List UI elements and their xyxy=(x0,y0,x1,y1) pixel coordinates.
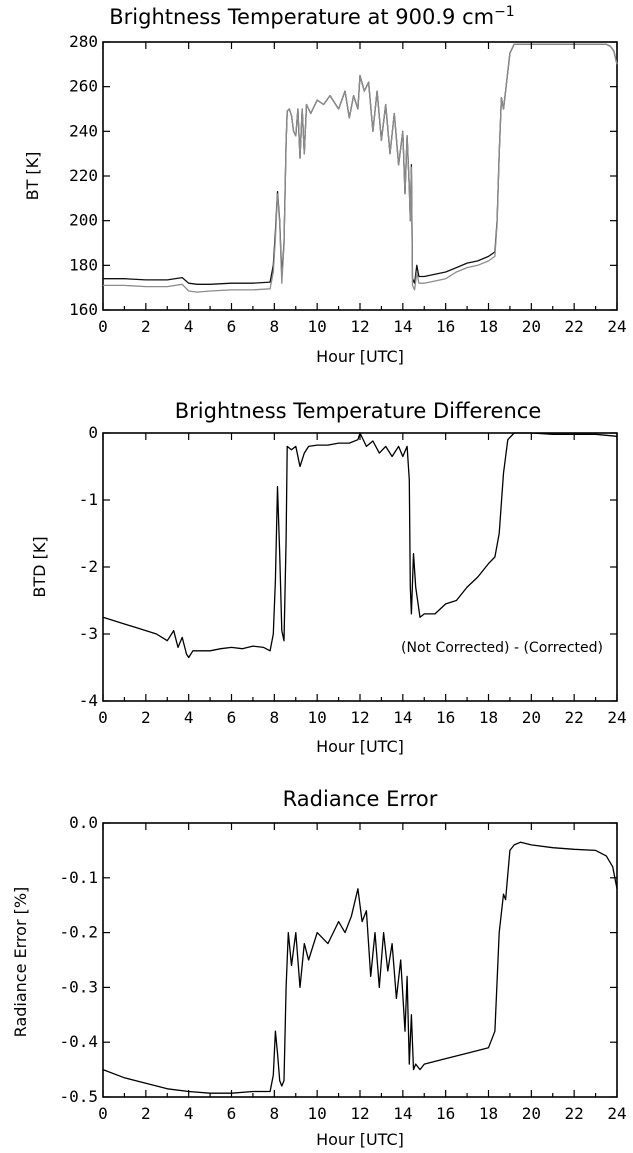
x-tick-label: 16 xyxy=(436,317,455,336)
x-tick-label: 6 xyxy=(227,317,237,336)
y-tick-label: -0.2 xyxy=(59,923,98,942)
x-tick-label: 20 xyxy=(522,1104,541,1123)
x-tick-label: 6 xyxy=(227,1104,237,1123)
y-tick-label: -1 xyxy=(79,490,98,509)
x-tick-label: 4 xyxy=(184,1104,194,1123)
panel-3-x-label: Hour [UTC] xyxy=(316,1130,404,1149)
x-tick-label: 20 xyxy=(522,708,541,727)
panel-3-x-ticks: 0 2 4 6 8 10 12 14 16 18 20 22 24 xyxy=(98,823,627,1123)
x-tick-label: 22 xyxy=(565,708,584,727)
x-tick-label: 22 xyxy=(565,1104,584,1123)
y-tick-label: -0.1 xyxy=(59,868,98,887)
y-tick-label: -0.4 xyxy=(59,1032,98,1051)
panel-3-frame xyxy=(102,822,618,1098)
panel-3-y-ticks: -0.5 -0.4 -0.3 -0.2 -0.1 0.0 xyxy=(59,813,617,1106)
y-tick-label: 0 xyxy=(88,423,98,442)
y-tick-label: 200 xyxy=(69,211,98,230)
y-tick-label: 220 xyxy=(69,166,98,185)
x-tick-label: 22 xyxy=(565,317,584,336)
panel-2-y-label: BTD [K] xyxy=(30,536,49,597)
x-tick-label: 24 xyxy=(607,708,626,727)
panel-3-title: Radiance Error xyxy=(283,787,438,811)
x-tick-label: 20 xyxy=(522,317,541,336)
x-tick-label: 18 xyxy=(479,708,498,727)
panel-2-x-label: Hour [UTC] xyxy=(316,737,404,756)
x-tick-label: 10 xyxy=(308,1104,327,1123)
series-line-1 xyxy=(102,841,618,1094)
x-tick-label: 12 xyxy=(350,708,369,727)
series-line-1 xyxy=(102,432,618,659)
panel-1-plot-area xyxy=(103,43,618,293)
panel-1-title: Brightness Temperature at 900.9 cm−1 xyxy=(109,4,514,29)
y-tick-label: -4 xyxy=(79,691,98,710)
panel-2-x-ticks: 0 2 4 6 8 10 12 14 16 18 20 22 24 xyxy=(98,433,627,727)
panel-1-x-label: Hour [UTC] xyxy=(316,347,404,366)
x-tick-label: 2 xyxy=(141,1104,151,1123)
x-tick-label: 2 xyxy=(141,317,151,336)
panel-3-y-label: Radiance Error [%] xyxy=(11,887,30,1038)
x-tick-label: 18 xyxy=(479,317,498,336)
panel-2-annotation: (Not Corrected) - (Corrected) xyxy=(401,640,603,656)
y-tick-label: 280 xyxy=(69,32,98,51)
x-tick-label: 16 xyxy=(436,1104,455,1123)
y-tick-label: 180 xyxy=(69,255,98,274)
x-tick-label: 16 xyxy=(436,708,455,727)
x-tick-label: 6 xyxy=(227,708,237,727)
x-tick-label: 14 xyxy=(393,708,412,727)
x-tick-label: 12 xyxy=(350,1104,369,1123)
panel-2-frame xyxy=(102,432,618,702)
y-tick-label: 260 xyxy=(69,77,98,96)
x-tick-label: 8 xyxy=(270,1104,280,1123)
panel-3-plot-area xyxy=(102,841,618,1094)
x-tick-label: 8 xyxy=(270,317,280,336)
x-tick-label: 10 xyxy=(308,317,327,336)
panel-3-radiance-error: Radiance Error 0 2 4 6 8 10 12 14 16 18 20 22 24 -0.… xyxy=(11,787,627,1149)
y-tick-label: -3 xyxy=(79,624,98,643)
panel-1-y-label: BT [K] xyxy=(23,152,42,201)
x-tick-label: 0 xyxy=(98,317,108,336)
panel-2-title: Brightness Temperature Difference xyxy=(175,399,542,423)
x-tick-label: 24 xyxy=(607,1104,626,1123)
x-tick-label: 12 xyxy=(350,317,369,336)
y-tick-label: -2 xyxy=(79,557,98,576)
panel-2-y-ticks: -4 -3 -2 -1 0 xyxy=(79,423,617,710)
x-tick-label: 0 xyxy=(98,708,108,727)
panel-1-title-superscript: −1 xyxy=(494,4,515,20)
panel-2-plot-area xyxy=(102,432,618,659)
series-line-2 xyxy=(103,43,618,293)
y-tick-label: 160 xyxy=(69,300,98,319)
x-tick-label: 0 xyxy=(98,1104,108,1123)
y-tick-label: -0.5 xyxy=(59,1087,98,1106)
y-tick-label: -0.3 xyxy=(59,977,98,996)
x-tick-label: 24 xyxy=(607,317,626,336)
x-tick-label: 10 xyxy=(308,708,327,727)
x-tick-label: 4 xyxy=(184,317,194,336)
panel-1-y-ticks: 160 180 200 220 240 260 280 xyxy=(69,32,617,319)
y-tick-label: 0.0 xyxy=(69,813,98,832)
x-tick-label: 4 xyxy=(184,708,194,727)
x-tick-label: 14 xyxy=(393,1104,412,1123)
x-tick-label: 8 xyxy=(270,708,280,727)
x-tick-label: 2 xyxy=(141,708,151,727)
y-tick-label: 240 xyxy=(69,121,98,140)
x-tick-label: 18 xyxy=(479,1104,498,1123)
panel-1-x-ticks: 0 2 4 6 8 10 12 14 16 18 20 22 24 xyxy=(98,42,627,336)
x-tick-label: 14 xyxy=(393,317,412,336)
